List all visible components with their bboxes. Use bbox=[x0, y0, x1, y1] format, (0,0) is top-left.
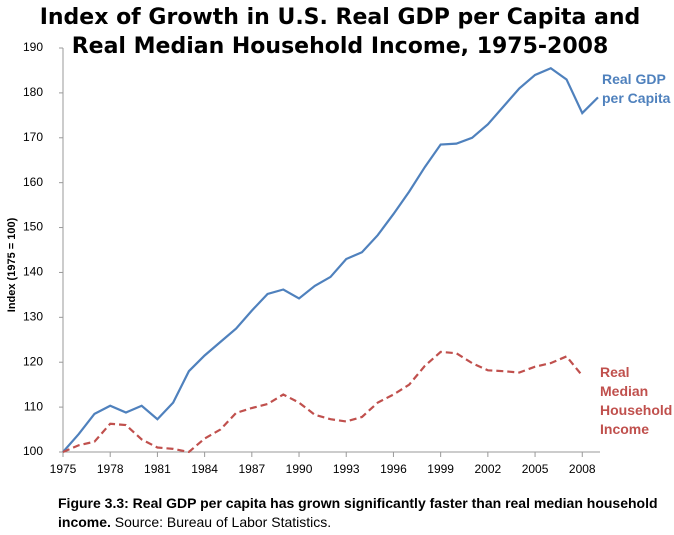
x-tick-label: 1993 bbox=[333, 462, 360, 476]
y-tick-label: 100 bbox=[23, 444, 43, 458]
series-label: Real GDP per Capita bbox=[602, 71, 671, 106]
caption: Figure 3.3: Real GDP per capita has grow… bbox=[58, 494, 670, 532]
x-tick-label: 1987 bbox=[238, 462, 265, 476]
y-tick-label: 170 bbox=[23, 130, 43, 144]
y-tick-label: 150 bbox=[23, 220, 43, 234]
x-tick-label: 2008 bbox=[569, 462, 596, 476]
y-tick-label: 140 bbox=[23, 265, 43, 279]
x-tick-label: 1981 bbox=[144, 462, 171, 476]
y-tick-label: 130 bbox=[23, 310, 43, 324]
chart-title: Index of Growth in U.S. Real GDP per Cap… bbox=[40, 5, 641, 30]
y-tick-label: 160 bbox=[23, 175, 43, 189]
caption-source: Source: Bureau of Labor Statistics. bbox=[114, 514, 332, 530]
chart-title: Real Median Household Income, 1975-2008 bbox=[72, 34, 609, 59]
x-tick-label: 1990 bbox=[286, 462, 313, 476]
x-tick-label: 1984 bbox=[191, 462, 218, 476]
x-tick-label: 1978 bbox=[97, 462, 124, 476]
caption-bold: Figure 3.3: Real GDP per capita has grow… bbox=[58, 495, 658, 530]
series-line bbox=[62, 66, 599, 453]
y-tick-label: 190 bbox=[23, 40, 43, 54]
x-tick-label: 2002 bbox=[475, 462, 502, 476]
x-tick-label: 1975 bbox=[50, 462, 77, 476]
series-line bbox=[62, 350, 584, 454]
series-label: Real Median Household Income bbox=[600, 364, 673, 437]
x-tick-label: 1996 bbox=[380, 462, 407, 476]
y-tick-label: 120 bbox=[23, 354, 43, 368]
y-tick-label: 110 bbox=[24, 399, 43, 413]
x-tick-label: 2005 bbox=[522, 462, 549, 476]
x-tick-label: 1999 bbox=[427, 462, 454, 476]
y-axis-label: Index (1975 = 100) bbox=[6, 217, 18, 312]
y-tick-label: 180 bbox=[23, 85, 43, 99]
